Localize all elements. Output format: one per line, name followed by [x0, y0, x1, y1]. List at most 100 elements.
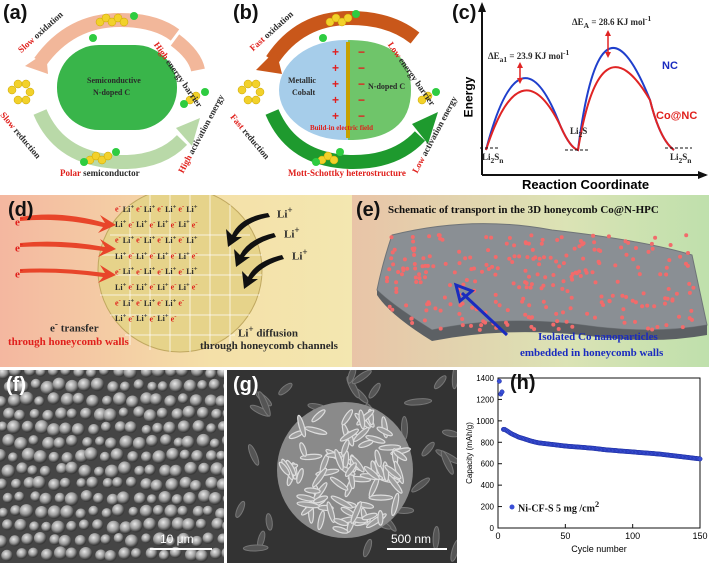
- ea1-exp: -1: [563, 48, 570, 57]
- panel-d-tag: (d): [8, 199, 34, 221]
- li2sn-left-s: S: [494, 152, 500, 162]
- svg-text:+: +: [332, 61, 339, 75]
- n-doped-c-region: [348, 40, 411, 140]
- svg-text:−: −: [358, 109, 365, 123]
- data-point: [499, 389, 505, 395]
- metal-line2: Cobalt: [292, 88, 316, 97]
- panel-e-tag: (e): [356, 199, 381, 221]
- svg-text:−: −: [358, 93, 365, 107]
- li-plus-2-sup: +: [294, 225, 300, 235]
- svg-text:+: +: [332, 109, 339, 123]
- y-tick-label: 600: [481, 460, 495, 469]
- iso-line2: embedded in honeycomb walls: [520, 347, 664, 359]
- panel-b-tag: (b): [233, 2, 259, 24]
- panel-a-tag: (a): [3, 2, 28, 24]
- panel-b-diagram: + + + + + − − − − −: [237, 10, 440, 170]
- data-point: [496, 378, 502, 384]
- svg-text:+: +: [332, 77, 339, 91]
- e-minus-2-sup: -: [19, 239, 23, 249]
- svg-text:+: +: [332, 93, 339, 107]
- x-tick-label: 150: [692, 531, 707, 541]
- li-plus-1-sup: +: [287, 205, 293, 215]
- li2s-s: S: [582, 126, 588, 136]
- legend-text: Ni-CF-S 5 mg /cm: [518, 503, 595, 515]
- panel-g: (g) 500 nm: [227, 370, 457, 563]
- li2s-li: Li: [570, 126, 579, 136]
- n-doped-label: N-doped C: [368, 82, 406, 91]
- legend-sup: 2: [594, 500, 600, 509]
- sem-image-g: [227, 370, 457, 563]
- walls-label: through honeycomb walls: [8, 336, 129, 348]
- svg-text:+: +: [332, 45, 339, 59]
- etransfer-text: transfer: [57, 322, 99, 335]
- panel-c: (c) Energy Reaction Coordinate ΔEa1 = 23…: [452, 0, 709, 195]
- hetero-label: Mott-Schottky heterostructure: [288, 168, 406, 178]
- iso-line1: Isolated Co nanoparticles: [538, 331, 658, 343]
- polar-label: Polar: [60, 168, 81, 178]
- y-tick-label: 400: [481, 481, 495, 490]
- f-scale-label: 10 μm: [160, 532, 194, 546]
- x-tick-label: 50: [560, 531, 570, 541]
- fast-reduction-arrow: [265, 109, 426, 170]
- g-scale-label: 500 nm: [391, 532, 432, 546]
- panel-d: (d) e- e- e- Li+ Li+ Li+ e- Li+ e- Li+ e…: [0, 187, 352, 367]
- svg-text:−: −: [358, 77, 365, 91]
- semiconductive-core: [57, 45, 177, 130]
- panel-d-diagram: [20, 187, 284, 353]
- semiconductor-label: semiconductor: [83, 168, 140, 178]
- e-minus-3: e: [15, 268, 20, 281]
- ea-symbol: ΔE: [572, 17, 584, 27]
- li-plus-2: Li: [284, 228, 295, 241]
- y-tick-label: 800: [481, 438, 495, 447]
- sem-image-f: [0, 370, 224, 563]
- e-minus-1-sup: -: [19, 213, 23, 223]
- etransfer-e: e: [50, 322, 55, 335]
- e-minus-1: e: [15, 216, 20, 229]
- y-tick-label: 1200: [476, 395, 494, 404]
- panel-b: + + + + + − − − − − (b) Fast oxidation Low energ…: [228, 0, 460, 180]
- panel-a: (a) Slow oxidation High energy barrier S…: [0, 0, 230, 180]
- conc-legend: Co@NC: [656, 110, 698, 122]
- lidiff-text: diffusion: [253, 327, 298, 340]
- panel-h-tag: (h): [510, 372, 536, 394]
- li2sn-right-2: 2: [678, 155, 683, 165]
- li2sn-right-n: n: [687, 155, 692, 165]
- panel-h: 0 200 400 600 800 1000 1200 1400 0 50 100 150 Cycle …: [460, 370, 709, 563]
- co-nanoparticles: [385, 233, 696, 332]
- sphere-labels: e- Li+ e- Li+ e- Li+ e- Li+ Li+ e- Li+ e…: [115, 203, 198, 330]
- li2sn-left-n: n: [499, 155, 504, 165]
- ea1-value: = 23.9 KJ mol: [507, 51, 564, 61]
- field-label: Build-in electric field: [310, 124, 373, 132]
- ea1-sub: a1: [499, 54, 508, 64]
- li-plus-1: Li: [277, 208, 288, 221]
- legend-marker: [509, 504, 515, 510]
- f-scalebar: [150, 548, 212, 550]
- x-axis-label: Cycle number: [571, 544, 627, 554]
- c-ylabel: Energy: [461, 76, 476, 118]
- e-minus-2: e: [15, 242, 20, 255]
- lidiff-sup: +: [248, 324, 254, 334]
- ea1-symbol: ΔE: [488, 51, 500, 61]
- y-tick-label: 1000: [476, 417, 494, 426]
- li2sn-right-li: Li: [670, 152, 679, 162]
- channels-label: through honeycomb channels: [200, 340, 338, 352]
- capacity-chart: 0 200 400 600 800 1000 1200 1400 0 50 100 150 Cycle …: [465, 374, 708, 554]
- panel-e: (e) Schematic of transport in the 3D hon…: [352, 195, 709, 367]
- plot-frame: [497, 377, 701, 529]
- li2sn-left-li: Li: [482, 152, 491, 162]
- etransfer-sup: -: [54, 319, 58, 329]
- y-tick-label: 0: [490, 524, 495, 533]
- lidiff-li: Li: [238, 327, 249, 340]
- panel-f-tag: (f): [6, 374, 26, 396]
- g-scalebar: [387, 548, 447, 550]
- core-line1: Semiconductive: [87, 76, 141, 85]
- svg-text:−: −: [358, 45, 365, 59]
- c-xlabel: Reaction Coordinate: [522, 177, 650, 192]
- panel-a-diagram: [7, 12, 209, 170]
- ea-exp: -1: [644, 14, 652, 23]
- metal-line1: Metallic: [288, 76, 316, 85]
- y-tick-label: 1400: [476, 374, 494, 383]
- ea-sub: A: [583, 20, 590, 30]
- x-tick-label: 0: [495, 531, 500, 541]
- slow-reduction-arrow: [33, 109, 188, 170]
